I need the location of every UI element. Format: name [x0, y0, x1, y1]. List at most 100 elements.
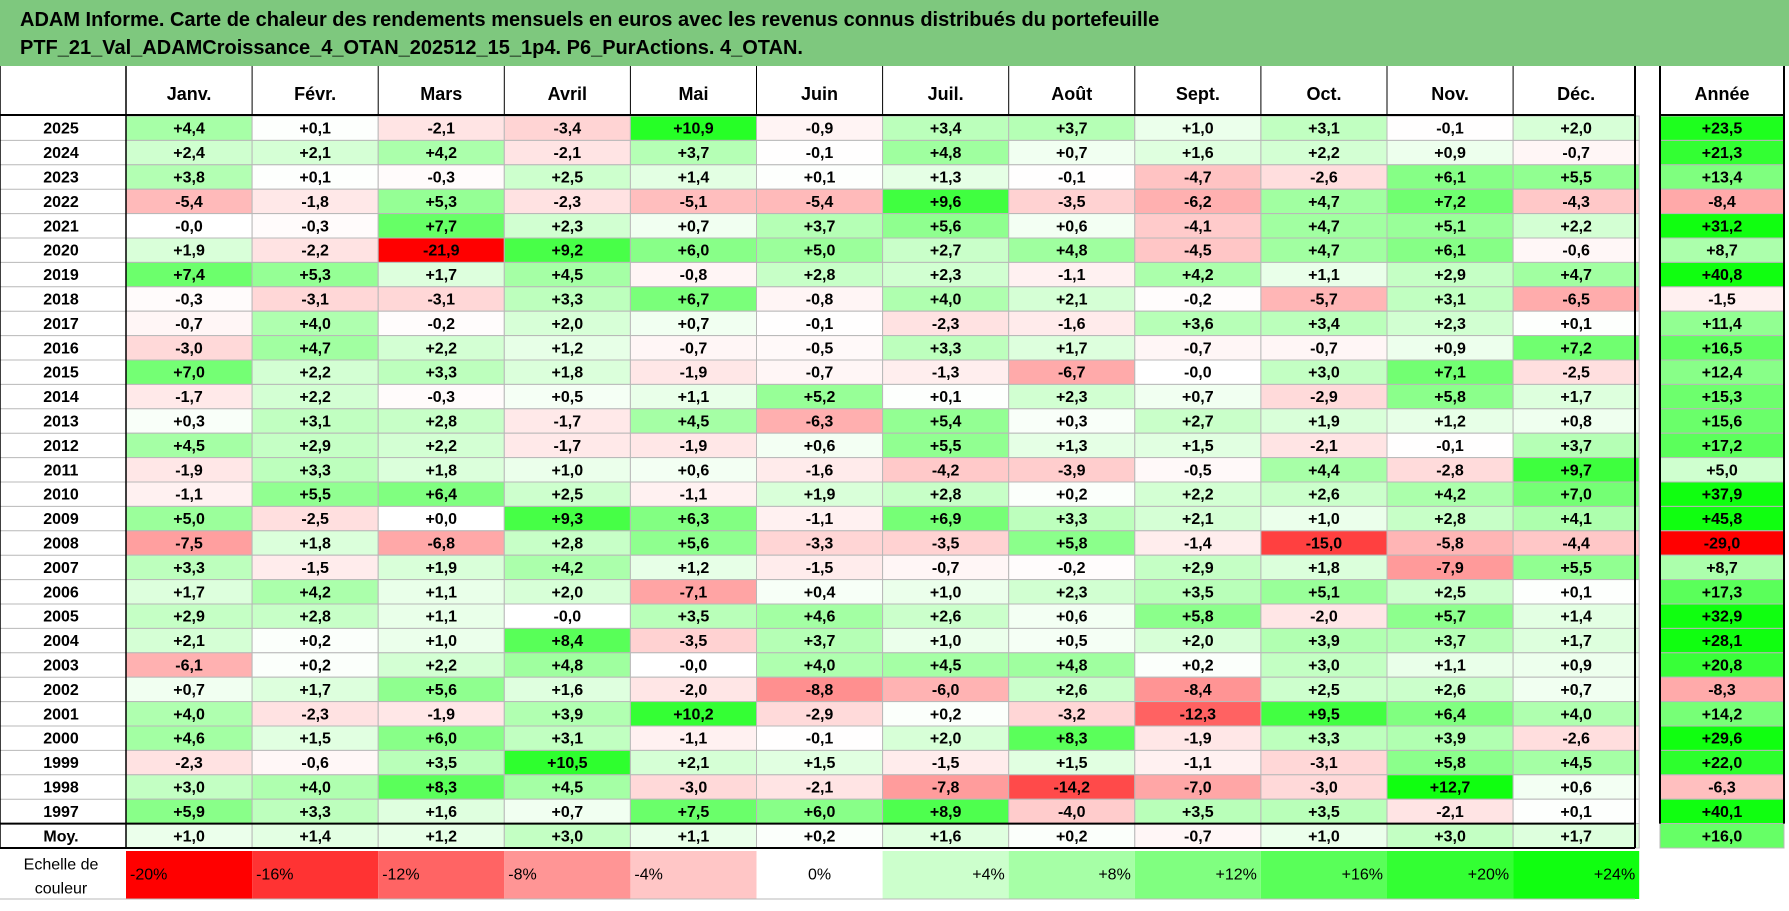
- cell-value: +0,7: [678, 316, 710, 333]
- cell-value: -7,9: [1436, 560, 1464, 577]
- cell-value: +8,3: [1056, 731, 1088, 748]
- month-header: Juin: [801, 84, 838, 104]
- cell-value: +2,1: [1056, 292, 1088, 309]
- cell-value: +0,5: [552, 389, 584, 406]
- heatmap-cell: [251, 335, 379, 361]
- heatmap-cell: [503, 579, 631, 605]
- cell-value: -0,2: [1184, 292, 1212, 309]
- scale-swatch: [1513, 851, 1640, 899]
- year-value: +8,7: [1706, 243, 1738, 260]
- cell-value: +3,7: [678, 145, 710, 162]
- heatmap-cell: [125, 676, 253, 703]
- month-header: Févr.: [294, 84, 336, 104]
- cell-value: +6,0: [804, 804, 836, 821]
- cell-value: +0,5: [1056, 633, 1088, 650]
- heatmap-cell: [1512, 725, 1640, 751]
- month-header: Mars: [420, 84, 462, 104]
- scale-step-label: +12%: [1216, 867, 1257, 884]
- cell-value: -3,5: [1058, 194, 1086, 211]
- year-value: +13,4: [1702, 170, 1743, 187]
- cell-value: +4,5: [173, 438, 205, 455]
- cell-value: +0,1: [1560, 316, 1592, 333]
- heatmap-cell: [1008, 237, 1136, 263]
- heatmap-cell: [1386, 359, 1514, 385]
- cell-value: +8,4: [552, 633, 584, 650]
- heatmap-cell: [1386, 408, 1514, 434]
- cell-value: +7,1: [1434, 365, 1466, 382]
- cell-value: +6,3: [678, 511, 710, 528]
- cell-value: -0,3: [427, 389, 455, 406]
- cell-value: -0,7: [932, 560, 960, 577]
- cell-value: -2,6: [1562, 731, 1590, 748]
- cell-value: -2,1: [1436, 804, 1464, 821]
- cell-value: +2,0: [1560, 121, 1592, 138]
- cell-value: +9,5: [1308, 706, 1340, 723]
- cell-value: -7,5: [175, 536, 203, 553]
- heatmap-cell: [503, 457, 631, 483]
- cell-value: -0,7: [175, 316, 203, 333]
- heatmap-cell: [251, 676, 379, 703]
- heatmap-cell: [629, 188, 758, 215]
- heatmap-cell: [1134, 310, 1262, 337]
- cell-value: -0,1: [806, 731, 834, 748]
- heatmap-cell: [1134, 457, 1262, 483]
- cell-value: -0,8: [680, 267, 708, 284]
- cell-value: +7,0: [1560, 487, 1592, 504]
- heatmap-cell: [1134, 652, 1262, 678]
- heatmap-cell: [882, 579, 1010, 605]
- year-cell: [1659, 261, 1785, 288]
- year-label: 2000: [43, 731, 79, 748]
- year-label: 2006: [43, 584, 79, 601]
- cell-value: +6,1: [1434, 243, 1466, 260]
- heatmap-cell: [377, 383, 505, 410]
- cell-value: -2,2: [301, 243, 329, 260]
- cell-value: -1,5: [301, 560, 329, 577]
- heatmap-cell: [503, 213, 631, 239]
- cell-value: -1,9: [175, 462, 203, 479]
- cell-value: -3,5: [932, 536, 960, 553]
- cell-value: -3,1: [1310, 755, 1338, 772]
- cell-value: +2,6: [930, 609, 962, 626]
- year-label: 2018: [43, 292, 79, 309]
- heatmap-cell: [882, 823, 1010, 849]
- cell-value: -0,0: [554, 609, 582, 626]
- heatmap-cell: [251, 286, 379, 312]
- year-label: 2013: [43, 414, 79, 431]
- cell-value: +0,1: [1560, 804, 1592, 821]
- cell-value: +4,7: [299, 340, 331, 357]
- heatmap-cell: [756, 359, 884, 385]
- year-value: +28,1: [1702, 633, 1743, 650]
- heatmap-cell: [251, 115, 379, 141]
- heatmap-cell: [503, 505, 631, 532]
- cell-value: +2,0: [1182, 633, 1214, 650]
- cell-value: +4,7: [1308, 194, 1340, 211]
- heatmap-cell: [756, 652, 884, 678]
- cell-value: +3,4: [1308, 316, 1340, 333]
- year-value: +37,9: [1702, 487, 1743, 504]
- cell-value: +10,2: [673, 706, 714, 723]
- heatmap-cell: [125, 383, 253, 410]
- scale-step-label: -12%: [382, 867, 419, 884]
- heatmap-cell: [882, 164, 1010, 190]
- cell-value: -2,1: [806, 780, 834, 797]
- cell-value: +2,1: [299, 145, 331, 162]
- heatmap-cell: [1512, 749, 1640, 776]
- heatmap-cell: [1134, 213, 1262, 239]
- cell-value: +1,2: [678, 560, 710, 577]
- cell-value: -8,8: [806, 682, 834, 699]
- year-label: 2012: [43, 438, 79, 455]
- scale-step-label: -20%: [130, 867, 167, 884]
- cell-value: +3,3: [173, 560, 205, 577]
- heatmap-cell: [1386, 115, 1514, 141]
- heatmap-cell: [1260, 701, 1388, 727]
- cell-value: -1,8: [301, 194, 329, 211]
- cell-value: +3,3: [930, 340, 962, 357]
- heatmap-cell: [1512, 481, 1640, 507]
- cell-value: +4,0: [173, 706, 205, 723]
- cell-value: +5,8: [1434, 755, 1466, 772]
- cell-value: +6,0: [678, 243, 710, 260]
- year-label: 2022: [43, 194, 79, 211]
- cell-value: +0,6: [1056, 218, 1088, 235]
- year-value: +22,0: [1702, 755, 1743, 772]
- cell-value: +1,1: [425, 584, 457, 601]
